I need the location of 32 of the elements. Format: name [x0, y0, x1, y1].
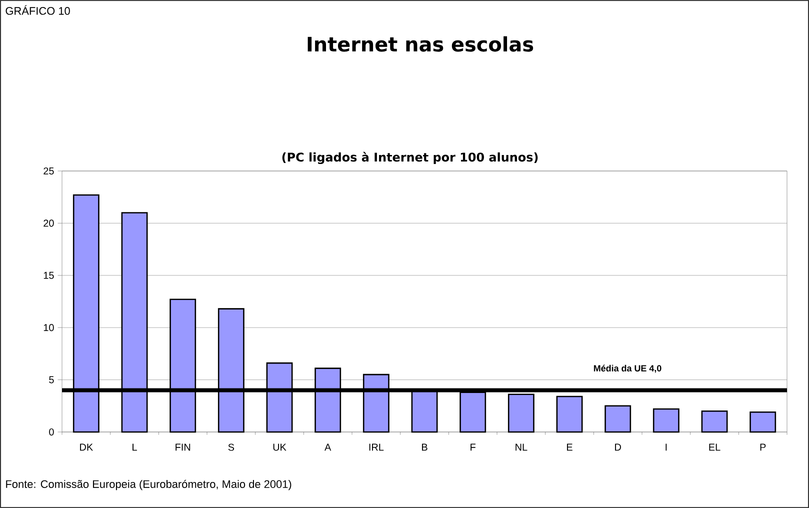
x-tick-label: D [615, 444, 621, 451]
ref-line-label: Média da UE 4,0 [594, 364, 662, 373]
bar [556, 396, 583, 433]
x-tick-label: P [760, 444, 766, 451]
bar [750, 412, 776, 433]
source-note: Fonte: Comissão Europeia (Eurobarómetro, Maio de 2001) [6, 480, 292, 490]
x-tick-label: F [470, 444, 476, 451]
x-tick-label: L [132, 444, 137, 451]
x-tick-label: E [567, 444, 572, 451]
bar [508, 394, 534, 433]
x-tick-label: B [422, 444, 428, 451]
chart-title: Internet nas escolas [308, 36, 534, 52]
x-tick-label: I [666, 444, 667, 451]
x-tick-label: S [228, 444, 234, 451]
y-tick-label: 0 [49, 428, 54, 436]
x-tick-label: FIN [176, 444, 190, 451]
text: GRÁFICO 10 [6, 5, 70, 15]
bar [604, 405, 632, 433]
y-tick-label: 15 [44, 272, 54, 279]
x-tick-label: UK [273, 444, 286, 451]
x-tick-label: EL [709, 444, 720, 451]
y-tick-label: 10 [44, 324, 54, 332]
x-tick-label: NL [516, 444, 528, 451]
bar [652, 408, 680, 433]
y-tick-label: 20 [44, 220, 54, 227]
x-tick-label: IRL [369, 444, 384, 451]
x-tick-label: A [324, 444, 332, 451]
x-tick-label: DK [80, 444, 93, 451]
y-tick-label: 5 [49, 376, 54, 384]
y-tick-label: 25 [44, 167, 54, 175]
bar [701, 410, 728, 433]
chart-subtitle: (PC ligados à Internet por 100 alunos) [282, 152, 538, 164]
